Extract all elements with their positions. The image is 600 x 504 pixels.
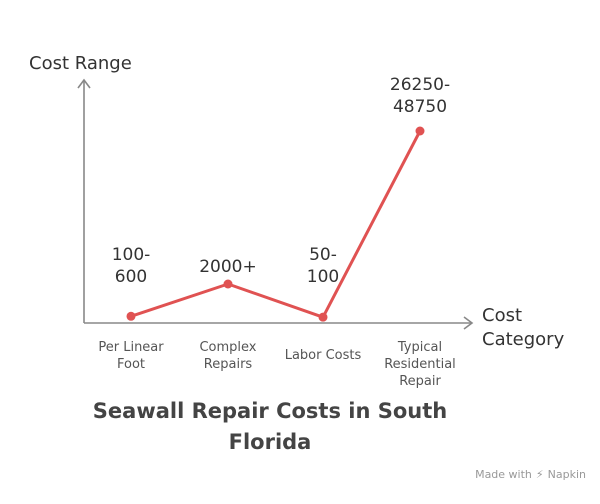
data-point[interactable] bbox=[415, 126, 425, 136]
y-axis-arrow bbox=[77, 78, 91, 89]
y-axis-title: Cost Range bbox=[29, 53, 132, 74]
x-axis-arrow bbox=[463, 316, 474, 330]
data-label: 26250-48750 bbox=[390, 75, 450, 117]
data-point[interactable] bbox=[223, 279, 233, 289]
x-tick-label: Complex Repairs bbox=[199, 340, 256, 372]
series bbox=[126, 126, 425, 322]
data-point[interactable] bbox=[318, 312, 328, 322]
chart-title: Seawall Repair Costs in South Florida bbox=[92, 399, 448, 454]
data-labels: 100-600 2000+ 50-100 26250-48750 bbox=[112, 75, 450, 287]
data-label: 50-100 bbox=[307, 245, 339, 287]
x-tick-label: Labor Costs bbox=[285, 348, 362, 363]
x-axis-title-line1: Cost bbox=[482, 305, 522, 326]
napkin-logo-icon: ⚡ bbox=[535, 468, 544, 481]
x-tick-labels: Per Linear Foot Complex Repairs Labor Costs T… bbox=[98, 340, 455, 389]
footer-brand: Napkin bbox=[547, 468, 586, 481]
x-tick-label: Per Linear Foot bbox=[98, 340, 164, 372]
data-label: 100-600 bbox=[112, 245, 151, 287]
series-line bbox=[130, 130, 422, 319]
x-axis-title-line2: Category bbox=[482, 329, 565, 350]
data-label: 2000+ bbox=[199, 257, 257, 277]
x-tick-label: Typical Residential Repair bbox=[384, 340, 456, 389]
footer: Made with ⚡ Napkin bbox=[475, 468, 586, 481]
footer-prefix: Made with bbox=[475, 468, 532, 481]
data-point[interactable] bbox=[126, 311, 136, 321]
axes bbox=[77, 78, 474, 330]
